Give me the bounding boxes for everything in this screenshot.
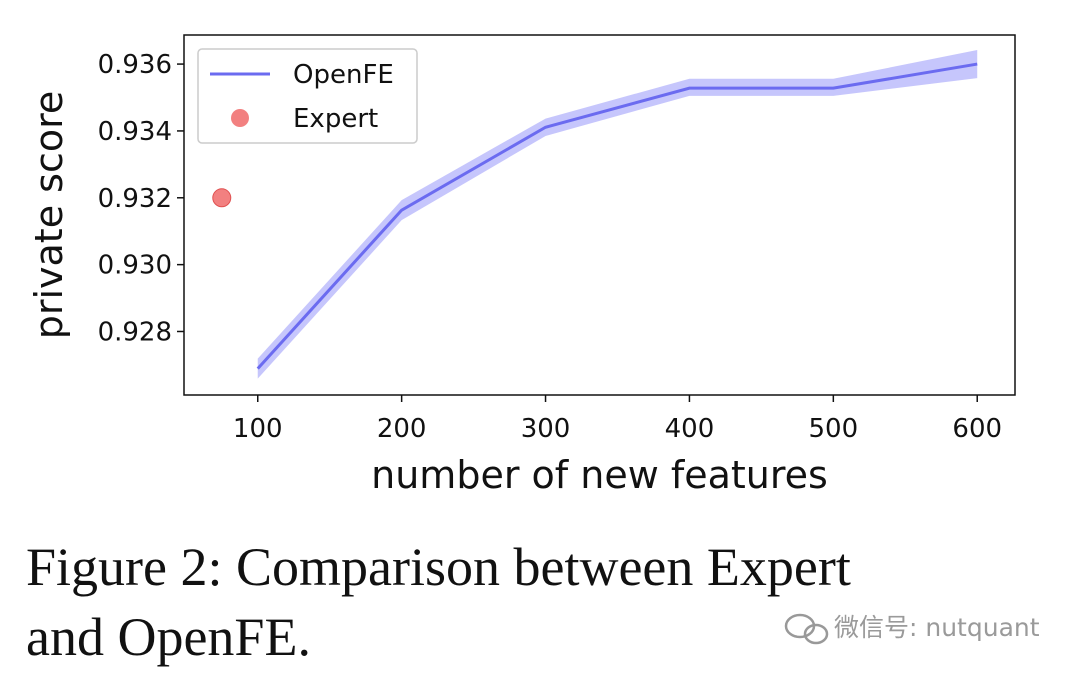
x-tick-label: 400 <box>665 414 715 444</box>
y-tick-label: 0.930 <box>98 251 172 281</box>
y-tick-label: 0.928 <box>98 317 172 347</box>
y-tick-label: 0.936 <box>98 50 172 80</box>
legend-label: Expert <box>293 104 378 134</box>
x-tick-label: 600 <box>952 414 1002 444</box>
legend-marker <box>231 109 249 127</box>
x-axis-label: number of new features <box>371 453 828 497</box>
y-axis-label: private score <box>27 91 71 340</box>
x-tick-label: 500 <box>809 414 859 444</box>
legend-label: OpenFE <box>293 60 394 90</box>
x-tick-label: 100 <box>233 414 283 444</box>
caption-line: Figure 2: Comparison between Expert <box>26 537 851 597</box>
y-tick-label: 0.932 <box>98 184 172 214</box>
plot-frame <box>183 34 1016 396</box>
point <box>212 188 232 208</box>
confidence-band <box>257 50 978 379</box>
y-tick-label: 0.934 <box>98 117 172 147</box>
watermark-icon <box>784 613 829 645</box>
x-tick-label: 300 <box>521 414 571 444</box>
line <box>256 62 978 370</box>
caption-line: and OpenFE. <box>26 607 311 667</box>
watermark: 微信号: nutquant <box>834 613 1040 642</box>
x-tick-label: 200 <box>377 414 427 444</box>
